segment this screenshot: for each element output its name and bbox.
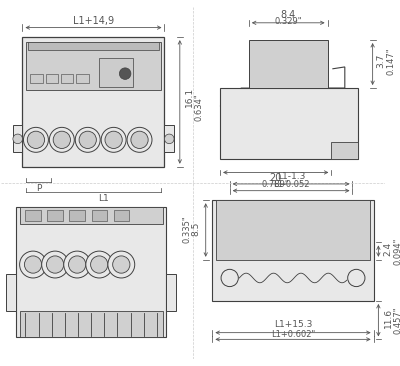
Bar [30,74,43,83]
Bar [76,74,89,83]
Bar [331,142,358,159]
Circle shape [113,256,130,273]
Text: 16.1: 16.1 [185,87,194,107]
Circle shape [64,251,91,278]
Bar [20,311,162,337]
Text: 0.094": 0.094" [393,238,400,265]
Text: L1-0.052: L1-0.052 [273,180,309,190]
Text: 8.4: 8.4 [280,10,296,20]
Bar [99,58,133,87]
Text: L1-1.3: L1-1.3 [277,172,305,181]
Bar [70,210,85,221]
Bar [25,210,41,221]
Bar [249,40,328,88]
Text: 2.4: 2.4 [384,242,392,256]
Bar [212,200,374,301]
Polygon shape [220,88,249,106]
Text: P: P [36,184,42,193]
Text: 0.335": 0.335" [182,215,191,243]
Bar [166,274,176,311]
Circle shape [108,251,135,278]
Text: L1: L1 [98,194,108,203]
Text: 3.7: 3.7 [377,54,386,68]
Circle shape [127,127,152,152]
Circle shape [53,131,70,149]
Bar [61,74,73,83]
Circle shape [86,251,113,278]
Bar [48,210,63,221]
Circle shape [46,256,64,273]
Text: L1+0.602": L1+0.602" [271,330,315,339]
Bar [46,74,58,83]
Circle shape [164,134,174,144]
Circle shape [27,131,44,149]
Circle shape [42,251,68,278]
Circle shape [91,256,108,273]
Circle shape [79,131,96,149]
Circle shape [105,131,122,149]
Circle shape [68,256,86,273]
Bar [26,42,161,90]
Circle shape [49,127,74,152]
Circle shape [131,131,148,149]
Bar [164,126,174,152]
Circle shape [348,269,365,287]
Text: L1+15.3: L1+15.3 [274,321,312,329]
Circle shape [119,68,131,79]
Circle shape [24,127,48,152]
Circle shape [75,127,100,152]
Bar [20,207,162,224]
Circle shape [24,256,42,273]
Text: 0.329": 0.329" [274,17,302,26]
Bar [220,88,358,159]
Text: 0.147": 0.147" [386,48,395,75]
Text: 11.6: 11.6 [384,308,392,328]
Bar [6,274,16,311]
Bar [22,37,164,167]
Text: L1+14,9: L1+14,9 [73,16,114,26]
Bar [114,210,129,221]
Text: 20: 20 [270,173,282,183]
Bar [13,126,22,152]
Circle shape [13,134,22,144]
Bar [92,210,107,221]
Bar [16,207,166,337]
Text: 0.789": 0.789" [262,180,290,190]
Circle shape [20,251,46,278]
Text: 0.634": 0.634" [194,93,204,120]
Circle shape [221,269,238,287]
Text: 0.457": 0.457" [393,306,400,334]
Text: 8.5: 8.5 [192,222,201,236]
Bar [28,42,159,50]
Circle shape [101,127,126,152]
Bar [216,200,370,260]
